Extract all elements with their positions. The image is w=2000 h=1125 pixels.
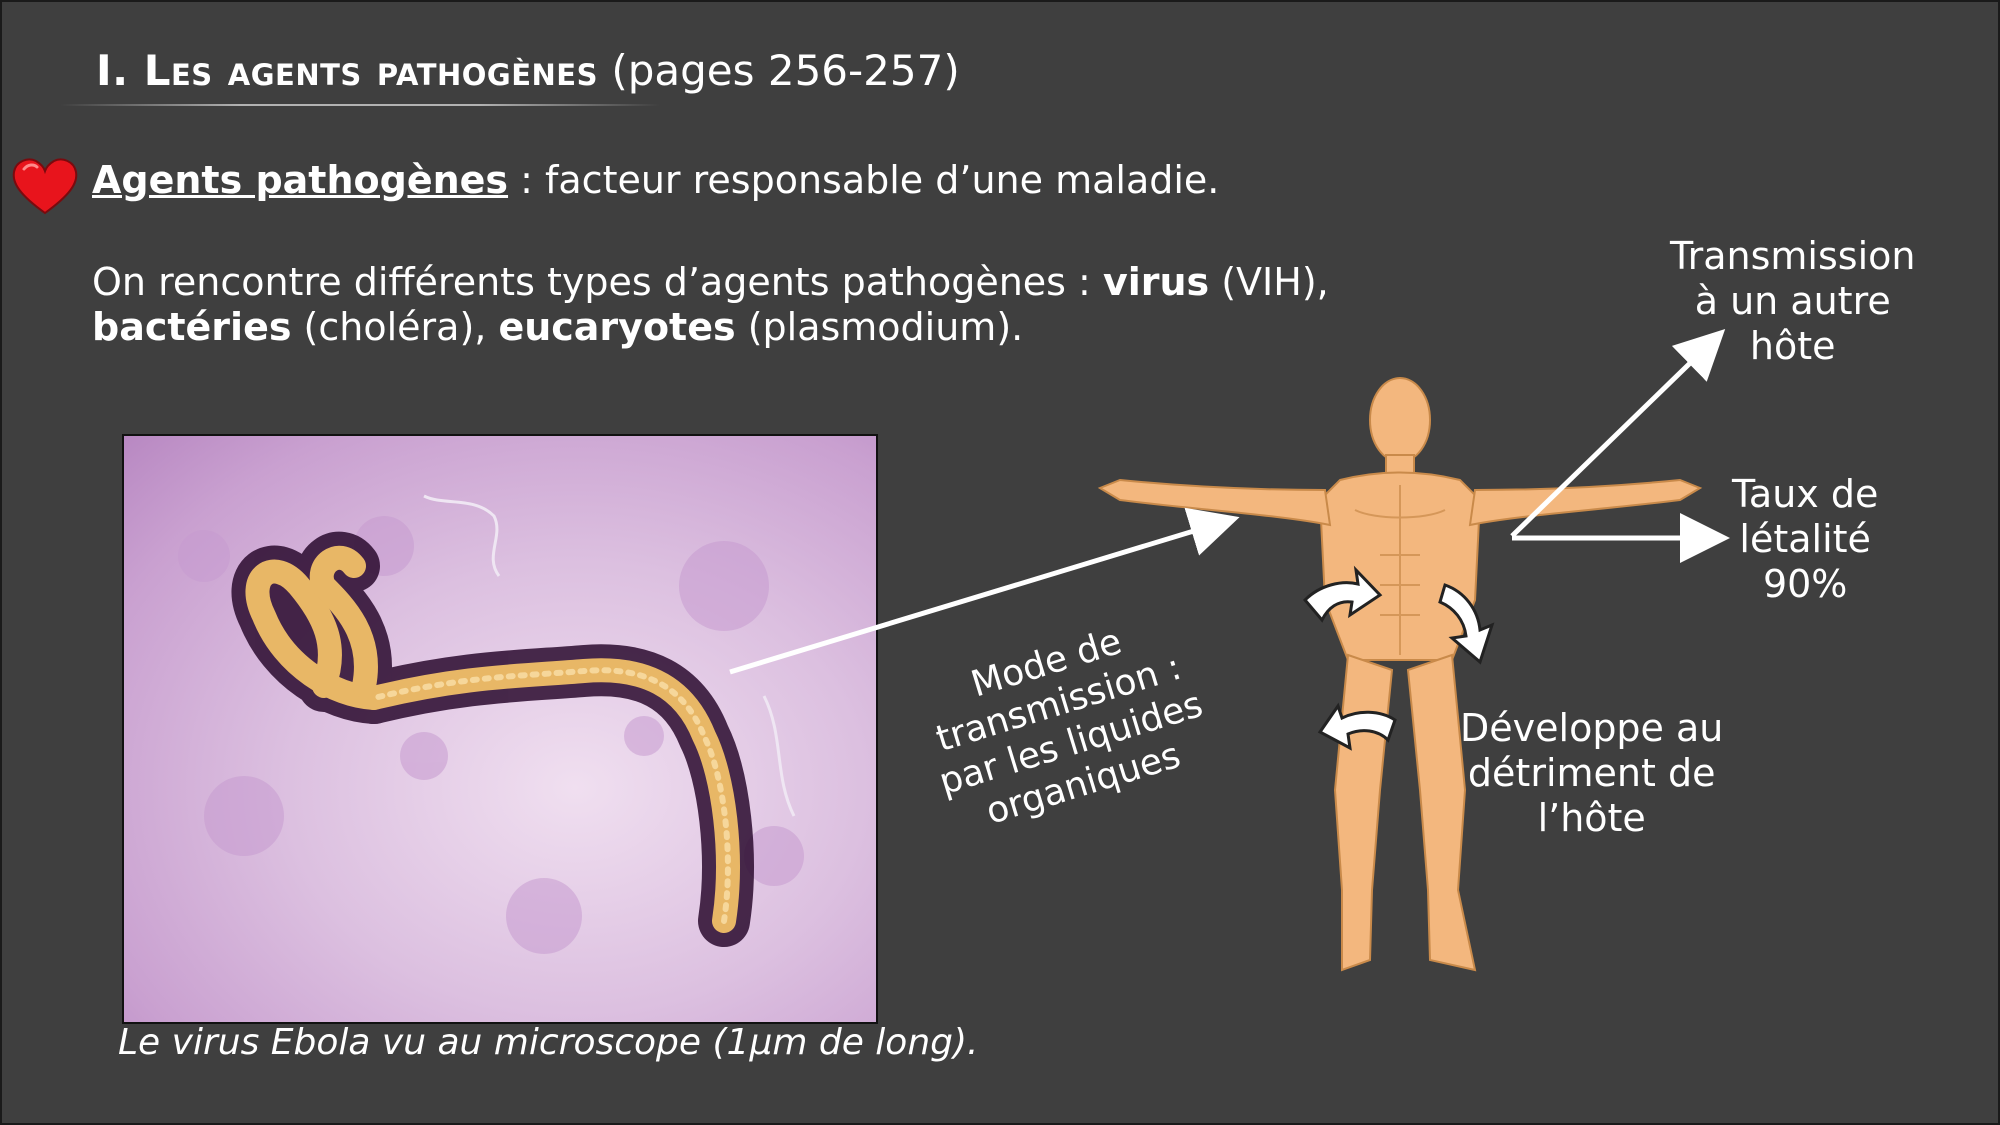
photo-caption: Le virus Ebola vu au microscope (1µm de … (118, 1022, 979, 1063)
type-eukaryotes: eucaryotes (498, 305, 736, 349)
title-underline (60, 104, 660, 106)
type-virus-example: (VIH), (1209, 260, 1329, 304)
definition: Agents pathogènes : facteur responsable … (92, 158, 1219, 202)
heart-icon (12, 158, 78, 215)
type-bacteria-example: (choléra), (291, 305, 499, 349)
develops-label: Développe au détriment de l’hôte (1460, 706, 1724, 840)
transmission-label: Transmission à un autre hôte (1670, 234, 1916, 368)
type-eukaryotes-example: (plasmodium). (735, 305, 1024, 349)
pathogen-types: On rencontre différents types d’agents p… (92, 260, 1342, 350)
lethality-label: Taux de létalité 90% (1732, 472, 1879, 606)
title-pages: (pages 256-257) (611, 46, 960, 95)
definition-term: Agents pathogènes (92, 158, 509, 202)
types-intro: On rencontre différents types d’agents p… (92, 260, 1103, 304)
ebola-microscope-image (122, 434, 878, 1024)
type-bacteria: bactéries (92, 305, 292, 349)
definition-text: : facteur responsable d’une maladie. (508, 158, 1220, 202)
title-main: I. Les agents pathogènes (96, 46, 598, 95)
type-virus: virus (1102, 260, 1210, 304)
slide-title: I. Les agents pathogènes (pages 256-257) (96, 46, 960, 95)
